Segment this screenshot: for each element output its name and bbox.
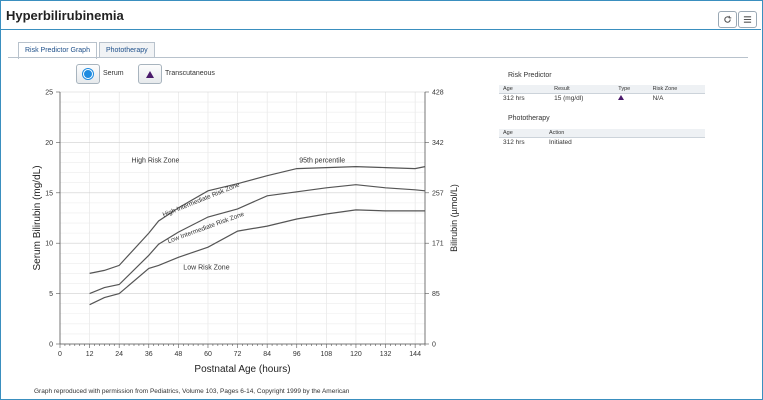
tab-risk-predictor-graph[interactable]: Risk Predictor Graph — [18, 42, 97, 59]
x-axis-label: Postnatal Age (hours) — [194, 364, 290, 375]
zone-label-high: High Risk Zone — [132, 158, 180, 165]
x-tick-label: 24 — [115, 351, 123, 358]
menu-icon[interactable] — [738, 11, 757, 28]
zone-label-p95: 95th percentile — [299, 158, 345, 165]
phototherapy-heading: Phototherapy — [508, 115, 550, 122]
y-tick-label: 0 — [49, 342, 53, 349]
x-tick-label: 36 — [145, 351, 153, 358]
x-tick-label: 144 — [409, 351, 421, 358]
chart-series — [89, 165, 426, 306]
series-line-p75 — [89, 184, 426, 295]
x-tick-label: 132 — [380, 351, 392, 358]
rp-result: 15 (mg/dl) — [554, 95, 584, 102]
pt-header-age: Age — [499, 129, 545, 138]
serum-label: Serum — [103, 70, 124, 77]
y2-axis-label: Bilirubin (µmol/L) — [449, 184, 459, 252]
rp-header-risk-zone: Risk Zone — [648, 85, 705, 94]
transcutaneous-toggle-button[interactable] — [138, 64, 162, 84]
series-line-p95 — [89, 165, 426, 274]
x-tick-label: 96 — [293, 351, 301, 358]
triangle-icon — [146, 70, 154, 78]
rp-header-age: Age — [499, 85, 551, 94]
table-row: 312 hrs 15 (mg/dl) N/A — [499, 94, 705, 104]
rp-type-icon — [614, 94, 648, 104]
y2-tick-label: 171 — [432, 241, 444, 248]
y-tick-label: 25 — [45, 90, 53, 97]
y2-tick-label: 85 — [432, 291, 440, 298]
refresh-icon[interactable] — [718, 11, 737, 28]
x-tick-label: 60 — [204, 351, 212, 358]
zone-label-low: Low Risk Zone — [183, 264, 229, 271]
window-title: Hyperbilirubinemia — [6, 8, 124, 23]
transcutaneous-label: Transcutaneous — [165, 70, 215, 77]
x-tick-label: 108 — [321, 351, 333, 358]
rp-age: 312 hrs — [503, 95, 525, 102]
chart-axes — [56, 91, 429, 348]
y2-tick-label: 257 — [432, 190, 444, 197]
tab-phototherapy[interactable]: Phototherapy — [98, 42, 155, 58]
serum-dot-icon — [83, 69, 93, 79]
rp-header-result: Result — [550, 85, 615, 94]
y-tick-label: 20 — [45, 140, 53, 147]
pt-age: 312 hrs — [503, 139, 525, 146]
tab-divider — [8, 57, 748, 58]
rp-header-type: Type — [614, 85, 649, 94]
x-tick-label: 120 — [350, 351, 362, 358]
title-divider — [0, 29, 761, 30]
y-tick-label: 5 — [49, 291, 53, 298]
series-line-p40 — [89, 209, 425, 306]
y-tick-label: 10 — [45, 241, 53, 248]
x-tick-label: 84 — [263, 351, 271, 358]
y2-tick-label: 342 — [432, 140, 444, 147]
pt-action: Initiated — [549, 139, 572, 146]
x-tick-label: 48 — [174, 351, 182, 358]
x-tick-label: 12 — [86, 351, 94, 358]
x-tick-label: 72 — [234, 351, 242, 358]
rp-risk-zone: N/A — [652, 95, 664, 102]
pt-header-action: Action — [545, 129, 705, 138]
phototherapy-table: Age Action 312 hrs Initiated — [499, 129, 705, 147]
tab-bar: Risk Predictor Graph Phototherapy — [18, 42, 157, 59]
serum-toggle-button[interactable] — [76, 64, 100, 84]
y2-tick-label: 0 — [432, 342, 436, 349]
risk-predictor-table: Age Result Type Risk Zone 312 hrs 15 (mg… — [499, 85, 705, 103]
risk-predictor-heading: Risk Predictor — [508, 72, 552, 79]
y-axis-label: Serum Bilirubin (mg/dL) — [32, 165, 43, 270]
chart-grid — [59, 91, 425, 345]
table-row: 312 hrs Initiated — [499, 138, 705, 148]
x-tick-label: 0 — [58, 351, 62, 358]
y2-tick-label: 428 — [432, 90, 444, 97]
graph-footnote: Graph reproduced with permission from Pe… — [34, 388, 350, 395]
y-tick-label: 15 — [45, 190, 53, 197]
